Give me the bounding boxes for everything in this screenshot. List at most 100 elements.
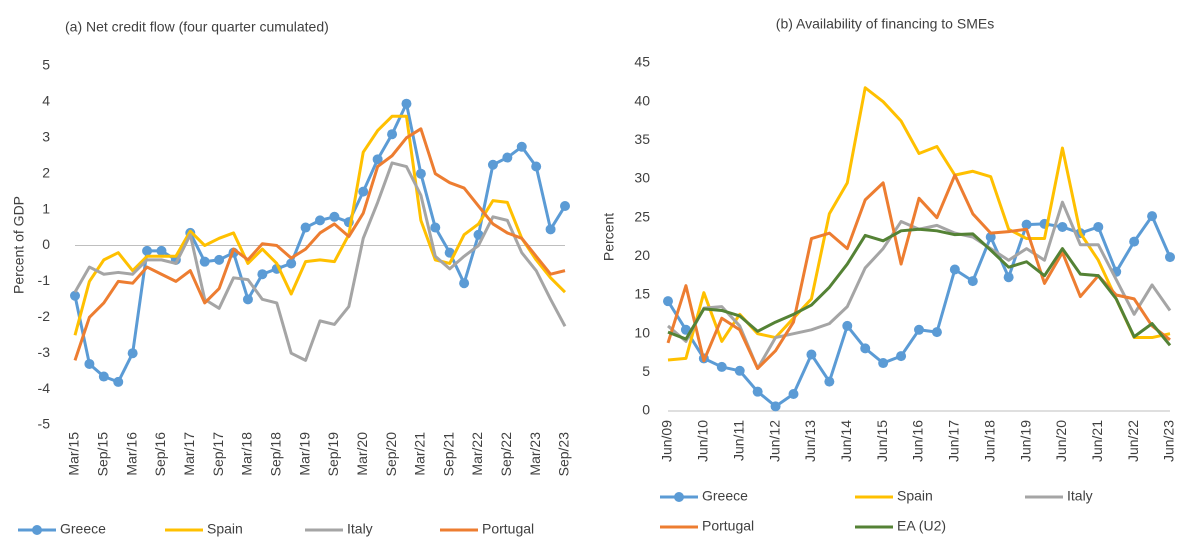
data-point bbox=[502, 152, 513, 163]
data-point bbox=[896, 351, 907, 362]
data-point bbox=[949, 264, 960, 275]
x-tick-label: Jun/18 bbox=[981, 420, 997, 462]
y-tick-label: 1 bbox=[42, 200, 50, 216]
series-line bbox=[73, 127, 566, 361]
data-point bbox=[372, 154, 383, 165]
x-tick-label: Mar/15 bbox=[66, 432, 82, 476]
data-point bbox=[1129, 236, 1140, 247]
data-point bbox=[315, 215, 325, 226]
data-point bbox=[430, 222, 441, 233]
data-point bbox=[127, 348, 138, 359]
legend-marker bbox=[674, 492, 684, 502]
x-tick-label: Sep/21 bbox=[440, 432, 456, 477]
data-point bbox=[1165, 252, 1175, 263]
x-tick-label: Jun/10 bbox=[695, 420, 711, 462]
data-point bbox=[806, 349, 817, 360]
data-point bbox=[931, 327, 942, 338]
data-point bbox=[545, 224, 556, 235]
x-tick-label: Jun/11 bbox=[730, 420, 746, 461]
y-axis-label: Percent of GDP bbox=[11, 196, 27, 294]
data-point bbox=[142, 245, 153, 256]
data-point bbox=[156, 245, 167, 256]
data-point bbox=[300, 222, 311, 233]
data-point bbox=[788, 388, 799, 399]
data-point bbox=[487, 159, 498, 170]
legend-label: EA (U2) bbox=[897, 518, 946, 534]
y-tick-label: 35 bbox=[634, 131, 650, 147]
y-tick-label: 3 bbox=[42, 129, 50, 145]
data-point bbox=[878, 358, 889, 369]
data-point bbox=[98, 371, 109, 382]
y-tick-label: -3 bbox=[38, 344, 51, 360]
data-point bbox=[1021, 219, 1032, 230]
y-tick-label: 0 bbox=[642, 402, 650, 418]
x-tick-label: Jun/15 bbox=[874, 420, 890, 462]
data-point bbox=[358, 186, 369, 197]
legend-label: Portugal bbox=[482, 521, 534, 537]
x-tick-label: Jun/16 bbox=[910, 420, 926, 462]
x-tick-label: Sep/19 bbox=[325, 432, 341, 477]
data-point bbox=[985, 232, 996, 242]
legend-label: Greece bbox=[702, 488, 748, 504]
x-tick-label: Mar/20 bbox=[354, 432, 370, 476]
y-tick-label: -4 bbox=[38, 380, 51, 396]
legend-label: Spain bbox=[897, 488, 933, 504]
x-tick-label: Mar/23 bbox=[527, 432, 543, 476]
data-point bbox=[415, 168, 426, 179]
data-point bbox=[1057, 221, 1068, 232]
data-point bbox=[70, 290, 80, 301]
y-tick-label: -2 bbox=[38, 308, 51, 324]
y-tick-label: 2 bbox=[42, 164, 50, 180]
data-point bbox=[401, 98, 412, 109]
y-tick-label: 30 bbox=[634, 170, 650, 186]
x-tick-label: Jun/20 bbox=[1053, 420, 1069, 462]
legend-label: Italy bbox=[347, 521, 373, 537]
series-line bbox=[73, 102, 567, 384]
x-tick-label: Mar/21 bbox=[412, 432, 428, 476]
chart-title: (a) Net credit flow (four quarter cumula… bbox=[65, 19, 329, 35]
y-tick-label: 15 bbox=[634, 286, 650, 302]
x-tick-label: Sep/17 bbox=[210, 432, 226, 477]
data-point bbox=[516, 141, 527, 152]
data-point bbox=[716, 361, 727, 372]
data-point bbox=[770, 401, 781, 412]
x-tick-label: Sep/16 bbox=[152, 432, 168, 477]
series-line bbox=[73, 114, 567, 336]
y-tick-label: 20 bbox=[634, 247, 650, 263]
data-point bbox=[286, 258, 297, 269]
data-point bbox=[1093, 221, 1104, 232]
data-point bbox=[842, 320, 853, 331]
data-point bbox=[329, 211, 340, 222]
data-point bbox=[459, 278, 470, 289]
y-tick-label: -1 bbox=[38, 272, 51, 288]
x-tick-label: Jun/13 bbox=[802, 420, 818, 462]
legend-label: Greece bbox=[60, 521, 106, 537]
data-point bbox=[113, 376, 124, 387]
legend-marker bbox=[32, 525, 42, 535]
legend-label: Italy bbox=[1067, 488, 1093, 504]
y-tick-label: 40 bbox=[634, 92, 650, 108]
data-point bbox=[663, 296, 673, 307]
x-tick-label: Jun/14 bbox=[838, 420, 854, 462]
x-tick-label: Mar/22 bbox=[469, 432, 485, 476]
data-point bbox=[734, 365, 745, 376]
x-tick-label: Sep/22 bbox=[498, 432, 514, 477]
x-tick-label: Mar/16 bbox=[123, 432, 139, 476]
x-tick-label: Mar/19 bbox=[296, 432, 312, 476]
x-tick-label: Jun/17 bbox=[946, 420, 962, 462]
x-tick-label: Sep/20 bbox=[383, 432, 399, 477]
data-point bbox=[914, 324, 924, 335]
data-point bbox=[387, 129, 398, 140]
x-tick-label: Jun/23 bbox=[1161, 420, 1177, 462]
y-tick-label: 4 bbox=[42, 93, 50, 109]
y-tick-label: 10 bbox=[634, 324, 650, 340]
x-tick-label: Mar/18 bbox=[239, 432, 255, 476]
data-point bbox=[860, 343, 871, 354]
data-point bbox=[560, 201, 570, 212]
x-tick-label: Jun/19 bbox=[1017, 420, 1033, 462]
y-tick-label: 5 bbox=[642, 363, 650, 379]
x-tick-label: Jun/22 bbox=[1125, 420, 1141, 462]
y-tick-label: -5 bbox=[38, 416, 51, 432]
y-tick-label: 0 bbox=[42, 236, 50, 252]
